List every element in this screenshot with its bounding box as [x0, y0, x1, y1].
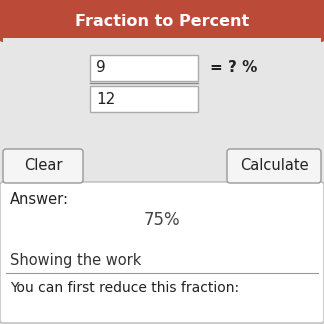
- FancyBboxPatch shape: [227, 149, 321, 183]
- FancyBboxPatch shape: [90, 86, 198, 112]
- FancyBboxPatch shape: [3, 149, 83, 183]
- Text: Showing the work: Showing the work: [10, 252, 141, 268]
- Text: 75%: 75%: [144, 211, 180, 229]
- Text: Clear: Clear: [24, 158, 62, 173]
- Bar: [3, 25, 321, 38]
- FancyBboxPatch shape: [90, 55, 198, 81]
- Text: You can first reduce this fraction:: You can first reduce this fraction:: [10, 281, 239, 295]
- Text: Fraction to Percent: Fraction to Percent: [75, 14, 249, 29]
- FancyBboxPatch shape: [0, 182, 324, 323]
- Text: = ? %: = ? %: [210, 61, 257, 75]
- Bar: [3, 38, 321, 168]
- Text: 9: 9: [96, 61, 106, 75]
- Text: Answer:: Answer:: [10, 191, 69, 206]
- Text: 12: 12: [96, 91, 115, 107]
- FancyBboxPatch shape: [0, 0, 324, 42]
- Text: Calculate: Calculate: [240, 158, 308, 173]
